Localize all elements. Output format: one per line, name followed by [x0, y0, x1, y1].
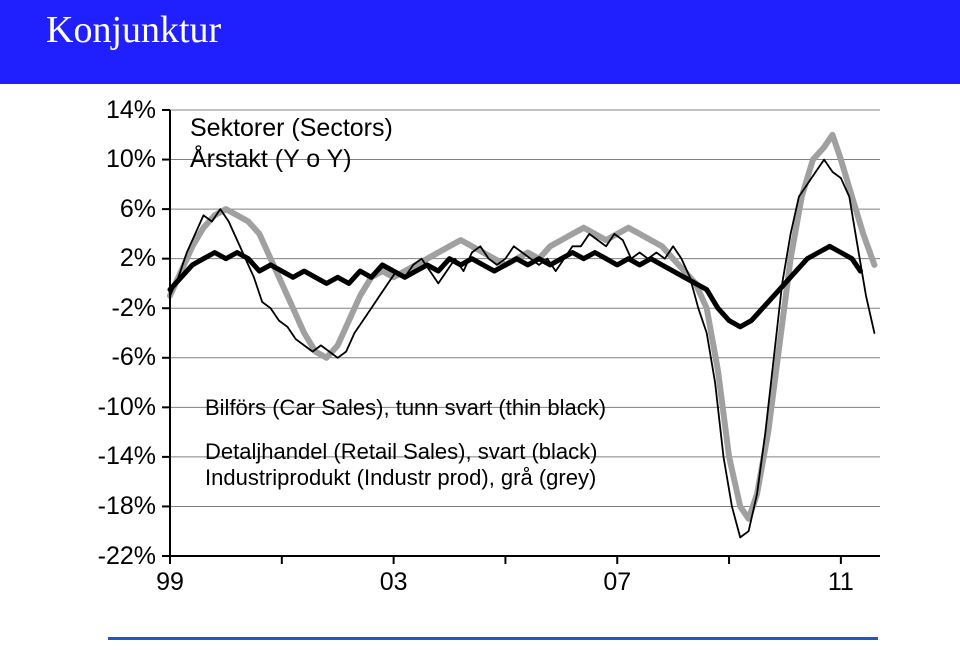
page-title: Konjunktur — [46, 8, 960, 52]
chart-area: -22%-18%-14%-10%-6%-2%2%6%10%14%99030711… — [0, 84, 960, 651]
header-bar: Konjunktur — [0, 0, 960, 84]
chart-svg — [0, 84, 960, 651]
footer-divider — [108, 637, 878, 640]
